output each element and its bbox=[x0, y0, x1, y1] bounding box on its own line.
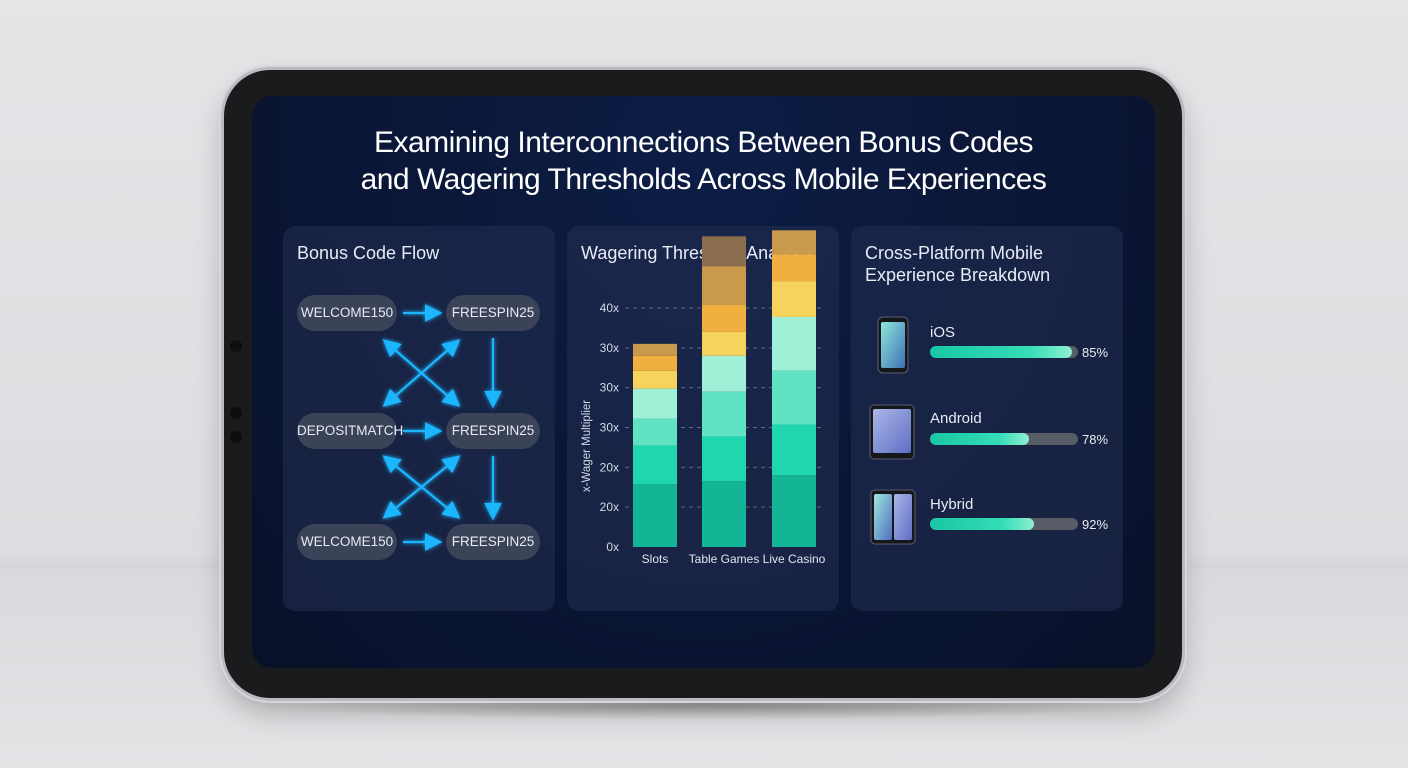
arrow-cross-2b bbox=[382, 455, 461, 519]
bar-segment bbox=[772, 370, 816, 425]
y-tick-label: 40x bbox=[600, 301, 619, 315]
page-title: Examining Interconnections Between Bonus… bbox=[252, 124, 1155, 198]
bar-segment bbox=[702, 436, 746, 482]
code-node-welcome150-bottom[interactable]: WELCOME150 bbox=[297, 524, 397, 560]
bar-segment bbox=[633, 484, 677, 547]
bar-segment bbox=[772, 281, 816, 317]
progress-track-ios bbox=[930, 346, 1078, 358]
panel-heading-line-1: Cross-Platform Mobile bbox=[865, 243, 1044, 263]
bar-segment bbox=[633, 343, 677, 356]
camera-dot-1 bbox=[230, 340, 242, 352]
bar-segment bbox=[702, 266, 746, 306]
bar-segment bbox=[772, 230, 816, 255]
bar-segment bbox=[702, 481, 746, 547]
phone-icon bbox=[877, 316, 909, 374]
y-tick-label: 0x bbox=[606, 540, 619, 554]
bar-segment bbox=[772, 316, 816, 371]
bar-segment bbox=[772, 254, 816, 282]
bonus-code-flow-panel: Bonus Code Flow bbox=[283, 226, 555, 611]
y-tick-label: 30x bbox=[600, 421, 619, 435]
wagering-chart: 0x 20x 20x 30x 30x 30x 40x x-Wager Multiplier Sl… bbox=[581, 230, 826, 566]
y-tick-label: 20x bbox=[600, 460, 619, 474]
bar-segment bbox=[702, 305, 746, 332]
y-tick-label: 20x bbox=[600, 500, 619, 514]
bar-segment bbox=[633, 388, 677, 419]
panel-heading: Wagering Threshold Analysis bbox=[581, 243, 814, 263]
cross-platform-panel: Cross-Platform Mobile Experience Breakdo… bbox=[851, 226, 1123, 611]
code-node-welcome150-top[interactable]: WELCOME150 bbox=[297, 295, 397, 331]
y-axis-label: x-Wager Multiplier bbox=[581, 400, 593, 492]
side-button bbox=[219, 120, 224, 156]
bar-segment bbox=[633, 418, 677, 446]
title-line-2: and Wagering Thresholds Across Mobile Ex… bbox=[360, 163, 1047, 196]
percent-android: 78% bbox=[1082, 432, 1109, 447]
bar-segment bbox=[772, 475, 816, 547]
bar-segment bbox=[772, 424, 816, 476]
y-tick-label: 30x bbox=[600, 341, 619, 355]
panel-heading: Bonus Code Flow bbox=[297, 243, 440, 263]
y-tick-label: 30x bbox=[600, 381, 619, 395]
panel-heading-line-2: Experience Breakdown bbox=[865, 265, 1051, 285]
code-node-freespin25-top[interactable]: FREESPIN25 bbox=[446, 295, 540, 331]
bar-segment bbox=[633, 370, 677, 389]
progress-track-hybrid bbox=[930, 518, 1078, 530]
bar-segment bbox=[702, 355, 746, 392]
camera-dot-3 bbox=[230, 431, 242, 443]
code-node-freespin25-middle[interactable]: FREESPIN25 bbox=[446, 413, 540, 449]
bar-segment bbox=[702, 331, 746, 356]
code-node-freespin25-bottom[interactable]: FREESPIN25 bbox=[446, 524, 540, 560]
flow-arrows bbox=[382, 304, 502, 551]
percent-ios: 85% bbox=[1082, 345, 1109, 360]
bar-segment bbox=[702, 236, 746, 267]
arrow-cross-1b bbox=[382, 339, 461, 407]
progress-fill-ios bbox=[930, 346, 1073, 358]
x-tick-label: Slots bbox=[642, 552, 669, 566]
panel-heading: Cross-Platform Mobile Experience Breakdo… bbox=[865, 242, 1050, 286]
progress-fill-android bbox=[930, 433, 1030, 445]
tablet-icon bbox=[869, 404, 915, 460]
platform-label-hybrid: Hybrid bbox=[930, 496, 974, 513]
progress-fill-hybrid bbox=[930, 518, 1034, 530]
top-button bbox=[286, 66, 324, 71]
platform-label-ios: iOS bbox=[930, 324, 956, 341]
x-tick-label: Table Games bbox=[689, 552, 760, 566]
bar-segment bbox=[702, 391, 746, 437]
tablet-screen: Examining Interconnections Between Bonus… bbox=[252, 96, 1155, 668]
wagering-threshold-panel: Wagering Threshold Analysis 0x 20x 20x 30x 3… bbox=[567, 226, 839, 611]
percent-hybrid: 92% bbox=[1082, 517, 1109, 532]
bar-segment bbox=[633, 445, 677, 485]
code-node-depositmatch[interactable]: DEPOSITMATCH bbox=[297, 413, 403, 449]
top-button-2 bbox=[330, 66, 362, 71]
camera-dot-2 bbox=[230, 407, 242, 419]
bar-segment bbox=[633, 355, 677, 371]
progress-track-android bbox=[930, 433, 1078, 445]
dual-device-icon bbox=[870, 489, 916, 545]
x-tick-label: Live Casino bbox=[763, 552, 826, 566]
platform-label-android: Android bbox=[930, 410, 982, 427]
title-line-1: Examining Interconnections Between Bonus… bbox=[373, 126, 1034, 159]
